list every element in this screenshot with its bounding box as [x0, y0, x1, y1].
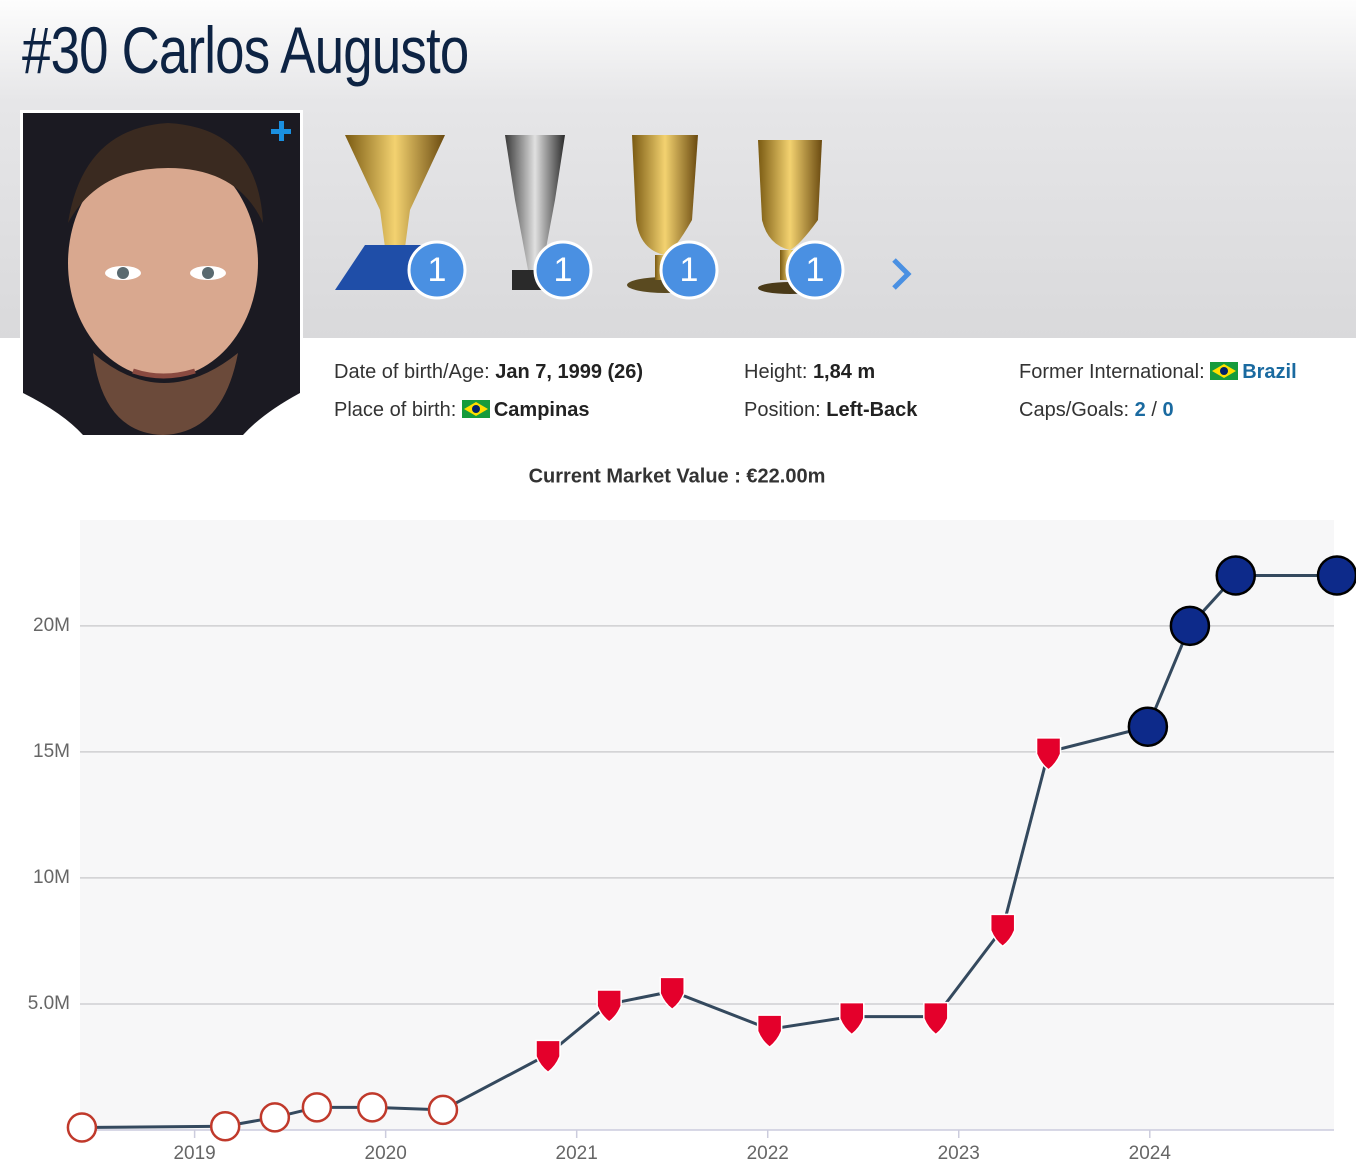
point-marker[interactable]: [66, 1112, 98, 1143]
y-tick-label: 20M: [33, 615, 70, 636]
player-title: #30 Carlos Augusto: [22, 13, 469, 87]
point-marker[interactable]: [923, 1001, 949, 1036]
info-height: Height: 1,84 m: [744, 361, 875, 384]
info-value: Left-Back: [826, 399, 918, 421]
y-tick-label: 5.0M: [28, 993, 70, 1014]
point-marker[interactable]: [756, 1014, 783, 1049]
point-marker[interactable]: [259, 1102, 291, 1133]
info-international: Former International: Brazil: [1019, 361, 1297, 384]
info-value: 1,84 m: [812, 361, 876, 383]
info-label: Date of birth/Age:: [334, 361, 490, 383]
chart: Current Market Value : €22.00m 5.0M 10M 15…: [28, 465, 1356, 1164]
point-marker[interactable]: [1035, 737, 1062, 771]
point-marker[interactable]: [659, 976, 685, 1011]
player-photo: [20, 110, 303, 438]
point-marker[interactable]: [209, 1110, 241, 1142]
y-tick-label: 10M: [33, 867, 70, 888]
point-marker[interactable]: [427, 1094, 459, 1126]
trophy-row: [335, 135, 912, 294]
info-label: Former International:: [1019, 361, 1205, 383]
trophy[interactable]: [505, 135, 565, 290]
x-tick-label: 2019: [173, 1143, 215, 1164]
trophy[interactable]: [758, 140, 822, 294]
next-arrow[interactable]: [892, 258, 912, 290]
country-link[interactable]: Brazil: [1242, 361, 1297, 383]
point-marker[interactable]: [1215, 555, 1257, 596]
flag: [1210, 362, 1239, 380]
point-marker[interactable]: [839, 1001, 865, 1036]
info-position: Position: Left-Back: [744, 399, 917, 422]
separator: /: [1151, 399, 1157, 421]
x-tick-label: 2024: [1129, 1143, 1172, 1164]
plot-area: [80, 520, 1334, 1130]
point-marker[interactable]: [301, 1092, 333, 1123]
info-caps: Caps/Goals: 2 / 0: [1019, 399, 1174, 422]
point-marker[interactable]: [989, 913, 1016, 948]
y-tick-label: 15M: [33, 741, 70, 762]
point-marker[interactable]: [1127, 706, 1169, 747]
caps-link[interactable]: 2: [1134, 399, 1146, 421]
x-tick-label: 2020: [365, 1143, 407, 1164]
chart-title: Current Market Value : €22.00m: [529, 465, 826, 487]
point-marker[interactable]: [535, 1039, 561, 1074]
x-tick-label: 2023: [938, 1143, 980, 1164]
info-place: Place of birth: Campinas: [334, 399, 589, 422]
info-birth: Date of birth/Age: Jan 7, 1999 (26): [334, 361, 643, 384]
flag: [461, 400, 490, 418]
info-value: Campinas: [493, 399, 590, 421]
info-label: Caps/Goals:: [1019, 399, 1130, 421]
goals-link[interactable]: 0: [1162, 399, 1174, 421]
info-value: Jan 7, 1999 (26): [495, 361, 644, 383]
add-icon[interactable]: [271, 121, 291, 141]
point-marker[interactable]: [357, 1092, 388, 1123]
trophy[interactable]: [335, 135, 445, 290]
point-marker[interactable]: [1316, 555, 1356, 596]
photo-art: [23, 113, 300, 435]
x-tick-label: 2021: [556, 1143, 598, 1164]
trophy[interactable]: [627, 135, 703, 293]
point-marker[interactable]: [596, 989, 622, 1023]
x-tick-label: 2022: [747, 1143, 789, 1164]
info-label: Position:: [744, 399, 821, 421]
info-label: Place of birth:: [334, 399, 457, 421]
info-label: Height:: [744, 361, 808, 383]
point-marker[interactable]: [1169, 605, 1211, 647]
